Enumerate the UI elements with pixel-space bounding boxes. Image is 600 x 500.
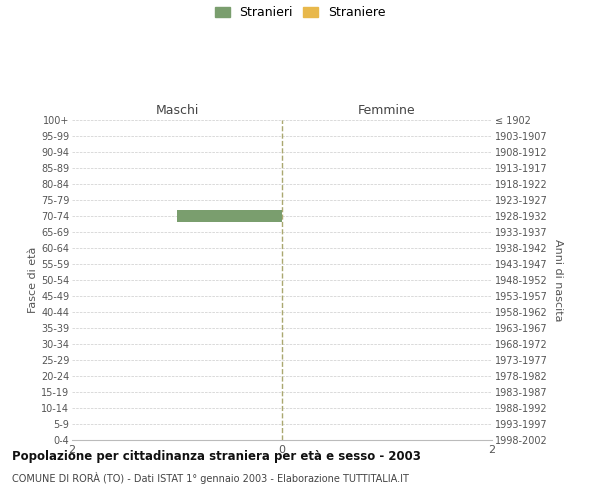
Y-axis label: Anni di nascita: Anni di nascita bbox=[553, 239, 563, 322]
Y-axis label: Fasce di età: Fasce di età bbox=[28, 247, 38, 313]
Text: COMUNE DI RORÀ (TO) - Dati ISTAT 1° gennaio 2003 - Elaborazione TUTTITALIA.IT: COMUNE DI RORÀ (TO) - Dati ISTAT 1° genn… bbox=[12, 472, 409, 484]
Text: Popolazione per cittadinanza straniera per età e sesso - 2003: Popolazione per cittadinanza straniera p… bbox=[12, 450, 421, 463]
Bar bbox=[177, 210, 282, 222]
Legend: Stranieri, Straniere: Stranieri, Straniere bbox=[215, 6, 386, 19]
Text: Maschi: Maschi bbox=[155, 104, 199, 118]
Text: Femmine: Femmine bbox=[358, 104, 416, 118]
